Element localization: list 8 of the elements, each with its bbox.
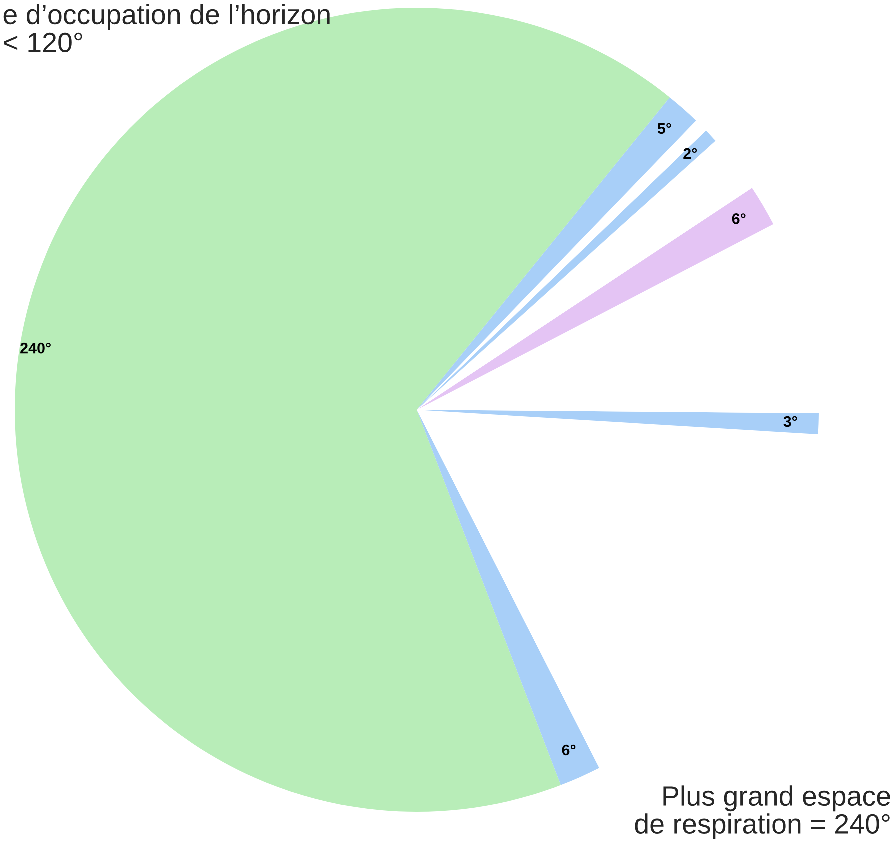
data-label: 2° xyxy=(684,148,698,159)
data-label: 3° xyxy=(784,416,798,428)
data-label: 6° xyxy=(732,214,746,224)
data-label: 6° xyxy=(562,744,576,756)
text: Plus grand espace de respiration = 240° xyxy=(635,786,890,840)
data-label: 5° xyxy=(658,123,672,134)
data-label: 240° xyxy=(20,342,51,354)
text: e d’occupation de l’horizon < 120° xyxy=(4,4,330,53)
